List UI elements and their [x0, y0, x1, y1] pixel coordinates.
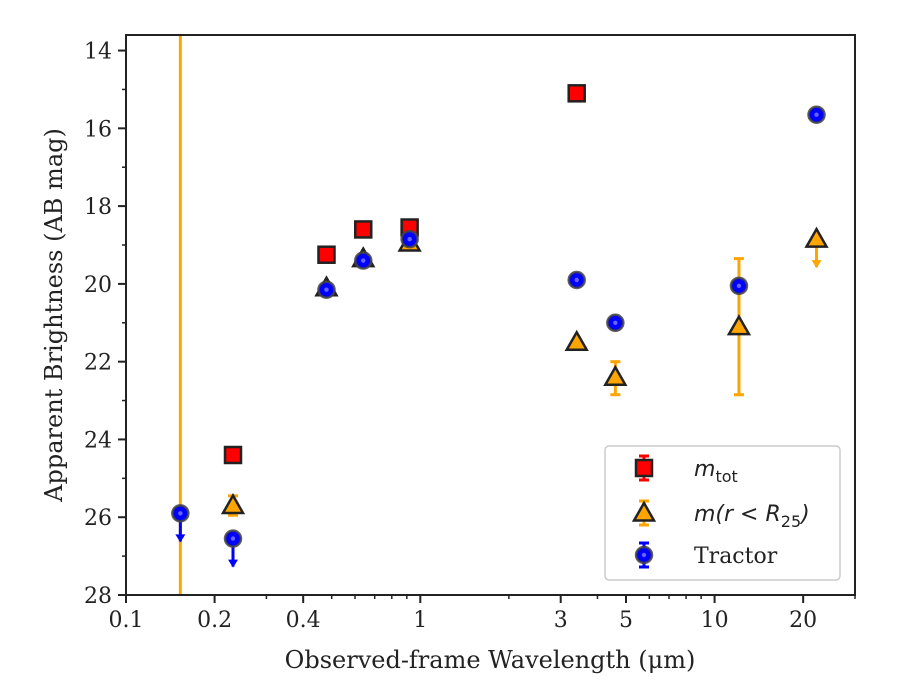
legend-triangle-marker: [631, 500, 657, 522]
square-point-1: [317, 245, 336, 264]
legend-box: [604, 445, 841, 581]
circle-point-1-upper-limit-arrow-head: [228, 559, 239, 568]
x-tick-label-2: 0.4: [286, 608, 321, 633]
x-tick-label-4: 3: [554, 608, 568, 633]
circle-point-6-center: [613, 320, 618, 325]
legend-label-main-1: m(r < R: [694, 502, 781, 527]
legend-label-tail-1: ): [799, 502, 810, 527]
legend-label-main-0: m: [694, 457, 715, 482]
legend-circle-center: [641, 552, 647, 558]
y-tick-label-1: 16: [84, 117, 112, 142]
circle-point-0-center: [178, 511, 183, 516]
legend-label-sub-0: tot: [715, 467, 737, 486]
plot-frame: [125, 34, 856, 596]
y-tick-label-2: 18: [84, 195, 112, 220]
triangle-point-4: [564, 329, 589, 351]
y-tick-label-3: 20: [84, 273, 112, 298]
plot-inner: [171, 35, 829, 595]
triangle-point-7-upper-limit-arrow-head: [811, 260, 822, 269]
circle-point-3-center: [361, 258, 366, 263]
x-tick-label-0: 0.1: [109, 608, 144, 633]
x-tick-label-6: 10: [701, 608, 729, 633]
circle-point-2-center: [324, 287, 329, 292]
triangle-point-6: [726, 314, 752, 336]
circle-point-0-upper-limit-arrow-head: [175, 534, 186, 543]
y-tick-label-6: 26: [84, 506, 112, 531]
square-point-2: [354, 220, 373, 239]
y-tick-label-5: 24: [84, 428, 112, 453]
triangle-point-7: [804, 226, 829, 248]
legend-square-marker: [634, 458, 654, 478]
circle-point-4-center: [407, 236, 412, 242]
legend: mtot m(r < R25) Tractor: [604, 445, 841, 581]
x-tick-label-5: 5: [619, 608, 633, 633]
legend-label-0: mtot: [694, 457, 738, 486]
legend-label-sub-1: 25: [781, 512, 801, 531]
square-point-4: [567, 84, 586, 103]
circle-point-7-center: [736, 283, 742, 289]
plot-area: 0.1 0.2 0.4 1 3 5 10 20 14 16 18 20 22 24 26 28 mtot m(r …: [84, 34, 856, 633]
square-point-0: [223, 445, 243, 465]
circle-point-5-center: [574, 277, 579, 283]
legend-label-2: Tractor: [694, 544, 778, 569]
y-tick-label-4: 22: [84, 351, 112, 376]
triangle-point-0: [220, 493, 246, 515]
triangle-point-5: [603, 364, 628, 386]
x-tick-label-3: 1: [413, 608, 427, 633]
circle-point-1-center: [230, 536, 236, 541]
y-tick-label-0: 14: [84, 40, 112, 65]
x-axis-label: Observed-frame Wavelength (μm): [285, 646, 696, 674]
circle-point-8-center: [814, 112, 819, 117]
y-axis-label: Apparent Brightness (AB mag): [40, 128, 68, 503]
legend-label-main-2: Tractor: [694, 544, 778, 569]
x-tick-label-7: 20: [789, 608, 817, 633]
y-tick-label-7: 28: [84, 584, 112, 609]
legend-label-1: m(r < R25): [694, 502, 810, 531]
x-tick-label-1: 0.2: [197, 608, 232, 633]
